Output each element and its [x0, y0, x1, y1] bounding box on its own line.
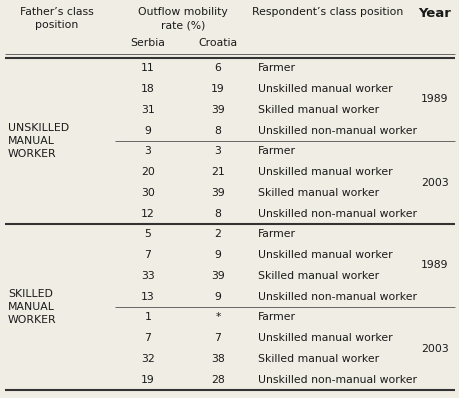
- Text: 18: 18: [141, 84, 155, 94]
- Text: *: *: [215, 312, 220, 322]
- Text: 12: 12: [141, 209, 155, 219]
- Text: 7: 7: [214, 333, 221, 343]
- Text: 11: 11: [141, 63, 155, 73]
- Text: 19: 19: [211, 84, 224, 94]
- Text: 9: 9: [214, 250, 221, 260]
- Text: 38: 38: [211, 354, 224, 364]
- Text: Year: Year: [418, 7, 450, 20]
- Text: SKILLED
MANUAL
WORKER: SKILLED MANUAL WORKER: [8, 289, 56, 325]
- Text: Skilled manual worker: Skilled manual worker: [257, 105, 378, 115]
- Text: 33: 33: [141, 271, 155, 281]
- Text: 9: 9: [144, 126, 151, 136]
- Text: 1989: 1989: [420, 94, 448, 105]
- Text: Skilled manual worker: Skilled manual worker: [257, 271, 378, 281]
- Text: 3: 3: [214, 146, 221, 156]
- Text: Father’s class
position: Father’s class position: [20, 7, 94, 30]
- Text: 28: 28: [211, 375, 224, 384]
- Text: Outflow mobility
rate (%): Outflow mobility rate (%): [138, 7, 227, 30]
- Text: Croatia: Croatia: [198, 38, 237, 48]
- Text: Unskilled non-manual worker: Unskilled non-manual worker: [257, 292, 416, 302]
- Text: 6: 6: [214, 63, 221, 73]
- Text: Unskilled manual worker: Unskilled manual worker: [257, 333, 392, 343]
- Text: 32: 32: [141, 354, 155, 364]
- Text: Skilled manual worker: Skilled manual worker: [257, 188, 378, 198]
- Text: Unskilled manual worker: Unskilled manual worker: [257, 167, 392, 177]
- Text: Farmer: Farmer: [257, 312, 295, 322]
- Text: 39: 39: [211, 271, 224, 281]
- Text: 2003: 2003: [420, 343, 448, 353]
- Text: 3: 3: [144, 146, 151, 156]
- Text: Unskilled non-manual worker: Unskilled non-manual worker: [257, 126, 416, 136]
- Text: 31: 31: [141, 105, 155, 115]
- Text: Skilled manual worker: Skilled manual worker: [257, 354, 378, 364]
- Text: 1989: 1989: [420, 261, 448, 271]
- Text: 1: 1: [144, 312, 151, 322]
- Text: 7: 7: [144, 333, 151, 343]
- Text: Unskilled non-manual worker: Unskilled non-manual worker: [257, 209, 416, 219]
- Text: 39: 39: [211, 188, 224, 198]
- Text: UNSKILLED
MANUAL
WORKER: UNSKILLED MANUAL WORKER: [8, 123, 69, 159]
- Text: Farmer: Farmer: [257, 229, 295, 239]
- Text: 30: 30: [141, 188, 155, 198]
- Text: Farmer: Farmer: [257, 63, 295, 73]
- Text: Unskilled manual worker: Unskilled manual worker: [257, 84, 392, 94]
- Text: 19: 19: [141, 375, 155, 384]
- Text: 9: 9: [214, 292, 221, 302]
- Text: 21: 21: [211, 167, 224, 177]
- Text: Unskilled non-manual worker: Unskilled non-manual worker: [257, 375, 416, 384]
- Text: Unskilled manual worker: Unskilled manual worker: [257, 250, 392, 260]
- Text: 13: 13: [141, 292, 155, 302]
- Text: Respondent’s class position: Respondent’s class position: [252, 7, 403, 17]
- Text: Farmer: Farmer: [257, 146, 295, 156]
- Text: 7: 7: [144, 250, 151, 260]
- Text: 2: 2: [214, 229, 221, 239]
- Text: 39: 39: [211, 105, 224, 115]
- Text: 20: 20: [141, 167, 155, 177]
- Text: 8: 8: [214, 209, 221, 219]
- Text: 2003: 2003: [420, 178, 448, 187]
- Text: Serbia: Serbia: [130, 38, 165, 48]
- Text: 8: 8: [214, 126, 221, 136]
- Text: 5: 5: [144, 229, 151, 239]
